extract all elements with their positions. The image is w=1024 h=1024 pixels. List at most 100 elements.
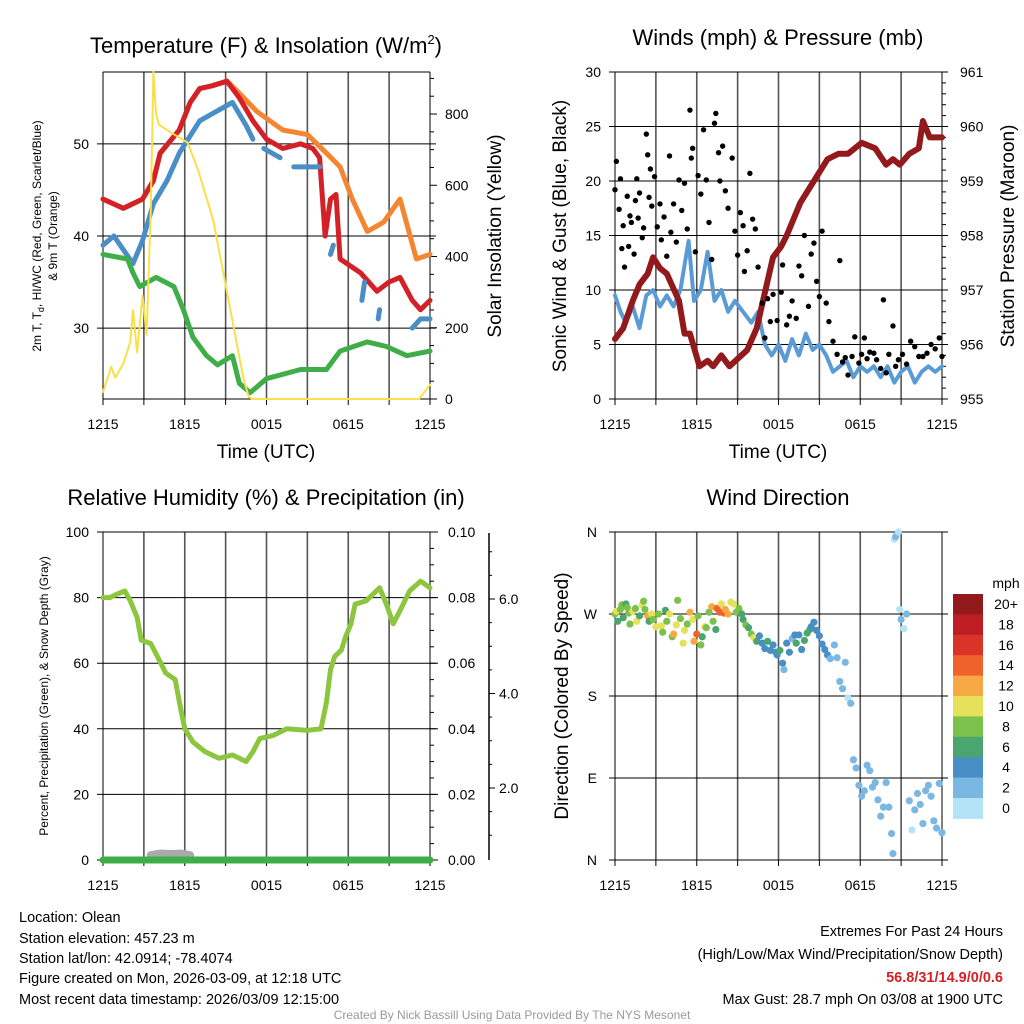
wind-direction-dot	[669, 630, 678, 638]
wind-direction-dot	[769, 641, 777, 649]
wind-direction-dot	[860, 787, 868, 795]
wind-direction-dot	[932, 824, 941, 832]
gust-dot	[679, 207, 685, 214]
blue-heat-index-windchill-line	[359, 279, 368, 303]
x-tick-label: 1215	[599, 416, 630, 432]
wind-direction-dot	[766, 646, 774, 655]
wind-direction-dot	[735, 604, 743, 613]
rh-ylabel: Percent, Precipitation (Green), & Snow D…	[37, 556, 51, 835]
wind-direction-dot	[911, 806, 919, 814]
wind-direction-dot	[792, 639, 800, 647]
wind-ylabel: Sonic Wind & Gust (Blue, Black)	[550, 100, 571, 372]
wind-direction-dot	[833, 654, 841, 662]
info-recent: Most recent data timestamp: 2026/03/09 1…	[19, 992, 339, 1008]
gust-dot	[719, 143, 726, 149]
wind-direction-dot	[705, 608, 713, 616]
gust-dot	[647, 166, 654, 172]
gust-dot	[877, 365, 884, 372]
gust-dot	[634, 176, 640, 182]
gust-dot	[924, 350, 930, 356]
sonic-wind-line	[613, 238, 944, 385]
snow-depth-tick-label: 6.0	[499, 591, 519, 607]
wind-direction-dot	[717, 600, 725, 608]
gust-dot	[892, 363, 899, 369]
gust-dot	[616, 206, 622, 213]
y-tick-label: E	[588, 770, 597, 786]
gust-dot	[864, 355, 870, 362]
gust-dot	[845, 372, 851, 378]
gust-dot	[734, 252, 741, 258]
wind-direction-dot	[758, 639, 766, 647]
gust-dot	[722, 188, 729, 194]
wind-direction-dot	[847, 699, 855, 707]
temp-xlabel: Time (UTC)	[217, 442, 316, 463]
wind-direction-dot	[919, 819, 927, 828]
y-tick-label: N	[587, 852, 597, 868]
gust-dot	[842, 354, 848, 361]
y2-tick-label: 955	[960, 391, 984, 407]
gust-dot	[744, 248, 750, 254]
wind-direction-dot	[753, 637, 761, 645]
snow-depth-tick-label: 2.0	[499, 780, 519, 796]
wind-direction-dot	[798, 645, 806, 654]
relative-humidity-line	[100, 578, 433, 765]
wind-direction-dot	[693, 630, 701, 638]
gust-dot	[620, 222, 626, 229]
wind-direction-dot	[930, 817, 938, 825]
gust-dot	[617, 176, 624, 182]
gust-dot	[713, 110, 719, 117]
x-tick-label: 0015	[763, 416, 794, 432]
wind-direction-dot	[935, 779, 943, 788]
gust-dot	[759, 300, 765, 306]
gust-dot	[681, 180, 688, 186]
gust-dot	[871, 350, 877, 356]
wind-direction-dot	[785, 648, 794, 656]
extremes-values: 56.8/31/14.9/0/0.6	[886, 970, 1003, 986]
rh-plot: 1215 1815 0015 0615 1215 0 20 40 60 80 100 0.00 0.02…	[66, 524, 519, 893]
gust-dot	[740, 222, 746, 229]
y2-tick-label: 959	[960, 173, 984, 189]
wind-direction-dot	[729, 600, 738, 608]
wind-direction-dot	[922, 787, 930, 795]
gust-dot	[852, 334, 858, 340]
wind-direction-dot	[764, 637, 772, 645]
wind-direction-dot	[755, 632, 764, 640]
gust-dot	[698, 191, 704, 197]
blue-heat-index-windchill-line	[409, 316, 433, 331]
wind-direction-dot	[744, 624, 753, 632]
wind-direction-dot	[874, 796, 882, 804]
max-gust: Max Gust: 28.7 mph On 03/08 at 1900 UTC	[723, 992, 1003, 1008]
wind-direction-dot	[889, 850, 897, 858]
gust-dot	[895, 357, 902, 363]
gust-dot	[907, 338, 914, 344]
gust-dot	[796, 263, 802, 269]
y-tick-label: 20	[73, 786, 89, 802]
y-tick-label: 10	[585, 282, 601, 298]
gust-dot	[867, 349, 873, 355]
gust-dot	[813, 278, 820, 284]
y2-tick-label: 800	[445, 106, 469, 122]
gust-dot	[932, 346, 938, 352]
blue-heat-index-windchill-line	[375, 307, 383, 322]
y-tick-label: 5	[593, 337, 601, 353]
gust-dot	[755, 264, 761, 270]
colorbar-label: 0	[1002, 800, 1010, 816]
y2-tick-label: 0.00	[448, 852, 475, 868]
wind-direction-dot	[739, 615, 747, 624]
wind-direction-dot	[676, 614, 685, 623]
direction-panel-title: Wind Direction	[706, 485, 849, 510]
y2-tick-label: 200	[445, 320, 469, 336]
y-tick-label: S	[588, 688, 597, 704]
wind-direction-dot	[631, 604, 640, 613]
wind-direction-dot	[813, 626, 821, 635]
wind-direction-dot	[927, 792, 935, 800]
yellow-insolation-line	[102, 71, 431, 400]
wind-direction-dot	[690, 637, 698, 645]
y2-tick-label: 0.06	[448, 655, 475, 671]
y2-tick-label: 0.10	[448, 524, 475, 540]
speed-colorbar: 20+ 18 16 14 12 10 8 6 4 2 0	[953, 594, 1018, 819]
blue-heat-index-windchill-line	[328, 242, 336, 257]
colorbar-swatch	[953, 798, 983, 819]
y-tick-label: 60	[73, 655, 89, 671]
wind-direction-dot	[679, 639, 687, 647]
